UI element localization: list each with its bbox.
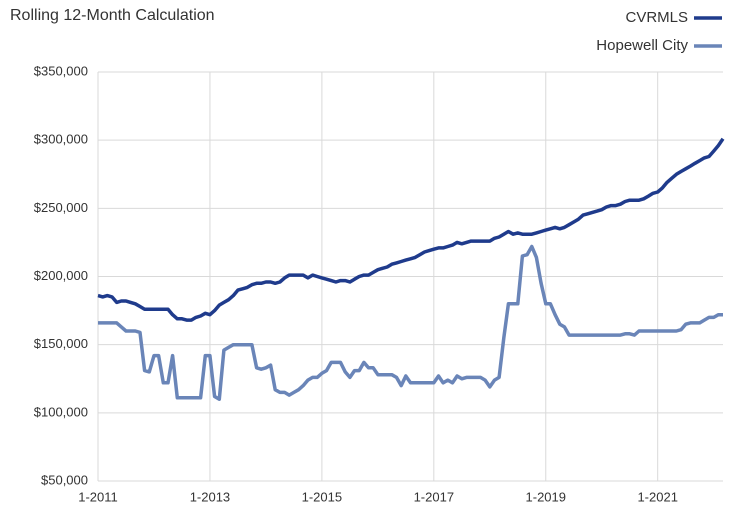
y-tick-label: $150,000 [34,336,88,351]
y-tick-label: $200,000 [34,268,88,283]
x-tick-label: 1-2019 [526,489,566,504]
y-tick-label: $100,000 [34,404,88,419]
y-tick-label: $250,000 [34,200,88,215]
chart-title: Rolling 12-Month Calculation [10,7,215,24]
y-tick-label: $350,000 [34,63,88,78]
series-line [97,137,725,322]
x-tick-label: 1-2011 [78,489,118,504]
legend-label: Hopewell City [596,37,688,54]
y-tick-label: $300,000 [34,132,88,147]
x-tick-label: 1-2013 [190,489,230,504]
x-tick-label: 1-2017 [414,489,454,504]
legend-label: CVRMLS [625,9,688,26]
y-tick-label: $50,000 [41,472,88,487]
x-tick-label: 1-2015 [302,489,342,504]
series-line [98,244,723,401]
x-tick-label: 1-2021 [637,489,677,504]
